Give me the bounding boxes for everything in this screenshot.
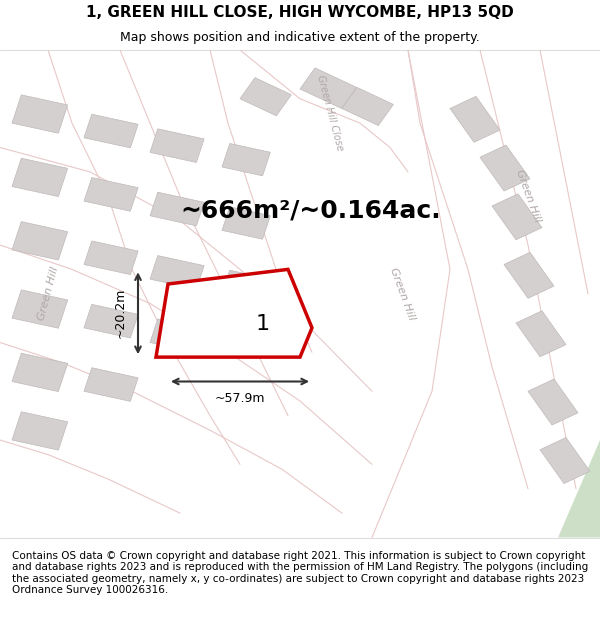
Bar bbox=[12, 353, 68, 392]
Bar bbox=[150, 192, 204, 226]
Polygon shape bbox=[528, 440, 600, 538]
Bar bbox=[12, 222, 68, 260]
Text: Green Hill: Green Hill bbox=[388, 266, 416, 321]
Text: 1, GREEN HILL CLOSE, HIGH WYCOMBE, HP13 5QD: 1, GREEN HILL CLOSE, HIGH WYCOMBE, HP13 … bbox=[86, 5, 514, 20]
Text: ~666m²/~0.164ac.: ~666m²/~0.164ac. bbox=[180, 199, 440, 223]
Bar bbox=[150, 129, 204, 162]
Bar bbox=[528, 379, 578, 425]
Bar bbox=[492, 194, 542, 240]
Bar bbox=[84, 114, 138, 148]
Bar bbox=[222, 207, 271, 239]
Text: Contains OS data © Crown copyright and database right 2021. This information is : Contains OS data © Crown copyright and d… bbox=[12, 551, 588, 596]
Bar bbox=[300, 68, 356, 109]
Text: Green Hill Close: Green Hill Close bbox=[315, 74, 345, 152]
Bar bbox=[12, 158, 68, 197]
Bar bbox=[12, 290, 68, 328]
Bar bbox=[12, 95, 68, 133]
Bar bbox=[150, 256, 204, 289]
Bar bbox=[342, 88, 394, 126]
Bar bbox=[504, 253, 554, 298]
Bar bbox=[84, 177, 138, 211]
Text: 1: 1 bbox=[256, 314, 270, 334]
Bar bbox=[540, 438, 590, 484]
Bar bbox=[150, 319, 204, 352]
Bar bbox=[450, 96, 500, 142]
Text: Green Hill: Green Hill bbox=[36, 266, 60, 322]
Bar bbox=[84, 304, 138, 338]
Bar bbox=[516, 311, 566, 357]
Bar bbox=[222, 270, 271, 302]
Bar bbox=[12, 412, 68, 450]
Polygon shape bbox=[156, 269, 312, 357]
Bar bbox=[84, 368, 138, 401]
Text: ~57.9m: ~57.9m bbox=[215, 392, 265, 405]
Bar bbox=[480, 145, 530, 191]
Text: Map shows position and indicative extent of the property.: Map shows position and indicative extent… bbox=[120, 31, 480, 44]
Text: Green Hill: Green Hill bbox=[514, 169, 542, 224]
Text: ~20.2m: ~20.2m bbox=[113, 288, 127, 339]
Bar bbox=[222, 144, 271, 176]
Bar bbox=[240, 78, 292, 116]
Bar bbox=[84, 241, 138, 274]
